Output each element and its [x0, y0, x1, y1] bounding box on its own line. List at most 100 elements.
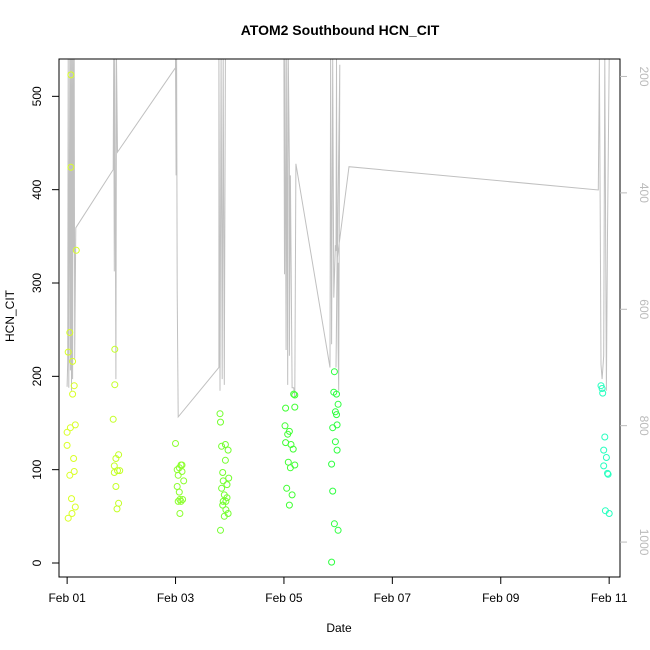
y-axis-label: HCN_CIT: [3, 289, 17, 342]
data-point: [224, 446, 232, 454]
data-point: [64, 514, 72, 522]
data-point: [225, 474, 233, 482]
data-point: [109, 415, 117, 423]
data-point: [598, 385, 606, 392]
x-tick-label: Feb 11: [591, 591, 628, 605]
data-point: [175, 488, 183, 496]
data-point: [179, 496, 187, 503]
data-point: [283, 484, 291, 492]
x-axis-label: Date: [326, 621, 352, 635]
data-point: [334, 400, 342, 408]
data-point: [600, 446, 608, 454]
y2-tick-label: 800: [637, 416, 650, 436]
data-point: [285, 427, 293, 435]
data-point: [66, 471, 74, 479]
data-point: [216, 410, 224, 418]
data-point: [328, 558, 336, 566]
data-point: [219, 469, 227, 476]
data-point: [111, 345, 119, 353]
data-point: [70, 455, 78, 462]
data-point: [70, 468, 78, 475]
y-tick-label: 300: [30, 273, 44, 293]
data-point: [330, 520, 338, 528]
data-point: [111, 381, 119, 389]
data-point: [286, 464, 294, 472]
data-point: [221, 441, 229, 448]
data-point: [178, 461, 186, 469]
data-point: [604, 470, 612, 478]
x-tick-label: Feb 03: [157, 591, 195, 605]
data-point: [69, 357, 77, 365]
y-axis: 0 100 200 300 400 500: [30, 86, 59, 566]
y2-tick-label: 400: [637, 183, 650, 203]
data-point: [217, 526, 224, 534]
data-point: [333, 421, 341, 429]
y2-tick-label: 200: [637, 66, 650, 86]
y2-tick-label: 1000: [637, 529, 650, 556]
data-point: [63, 428, 71, 436]
data-point: [291, 391, 299, 399]
data-point: [67, 163, 75, 171]
data-point: [69, 390, 77, 398]
data-point: [329, 487, 337, 495]
data-point: [64, 348, 72, 356]
data-point: [67, 71, 75, 79]
data-point: [599, 389, 607, 397]
data-point: [290, 390, 298, 398]
data-point: [601, 433, 609, 441]
data-point: [63, 441, 71, 449]
data-point: [221, 456, 229, 464]
data-point: [223, 481, 231, 489]
data-point: [176, 510, 184, 517]
data-point: [289, 445, 297, 453]
series-line-0: [66, 58, 610, 419]
y2-axis: 200 400 600 800 1000: [620, 66, 650, 556]
data-point: [333, 411, 340, 419]
data-point: [180, 477, 188, 485]
data-point: [114, 467, 121, 475]
x-tick-label: Feb 07: [374, 591, 412, 605]
data-point: [115, 451, 123, 459]
data-point: [71, 503, 79, 511]
data-point: [71, 421, 79, 429]
data-point: [282, 404, 290, 412]
x-tick-label: Feb 01: [48, 591, 86, 605]
data-point: [174, 497, 182, 505]
data-point: [333, 446, 341, 454]
data-point: [174, 471, 182, 479]
y-tick-label: 200: [30, 366, 44, 386]
data-point: [66, 329, 74, 336]
data-point: [281, 422, 289, 430]
data-point: [328, 460, 336, 468]
gray-line-series: [66, 58, 610, 419]
data-point: [70, 382, 78, 390]
y-tick-label: 400: [30, 179, 44, 199]
chart-title: ATOM2 Southbound HCN_CIT: [241, 22, 440, 38]
data-point: [113, 505, 121, 513]
data-point: [224, 510, 232, 517]
data-point: [219, 477, 227, 485]
data-point: [600, 462, 608, 470]
data-point: [222, 497, 230, 505]
data-point: [222, 506, 230, 514]
point-series: [63, 71, 613, 566]
data-point: [110, 462, 118, 470]
data-point: [285, 501, 293, 509]
data-point: [329, 424, 337, 432]
data-point: [217, 418, 224, 426]
data-point: [334, 526, 342, 534]
data-point: [288, 491, 296, 499]
data-point: [330, 368, 338, 376]
data-point: [331, 438, 339, 446]
data-point: [177, 497, 185, 505]
y-tick-label: 0: [30, 559, 44, 566]
y2-tick-label: 600: [637, 299, 650, 319]
data-point: [219, 497, 227, 505]
x-tick-label: Feb 05: [265, 591, 303, 605]
data-point: [172, 440, 179, 447]
x-tick-label: Feb 09: [482, 591, 520, 605]
data-point: [72, 246, 80, 254]
x-axis: Feb 01 Feb 03 Feb 05 Feb 07 Feb 09 Feb 11: [48, 576, 628, 605]
data-point: [68, 510, 76, 517]
